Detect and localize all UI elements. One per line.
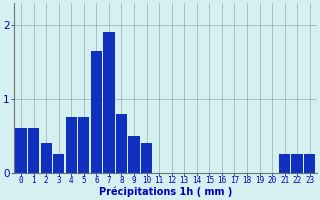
X-axis label: Précipitations 1h ( mm ): Précipitations 1h ( mm ) xyxy=(99,187,232,197)
Bar xyxy=(15,128,27,173)
Bar xyxy=(116,114,127,173)
Bar xyxy=(292,154,303,173)
Bar xyxy=(78,117,90,173)
Bar xyxy=(66,117,77,173)
Bar xyxy=(41,143,52,173)
Bar xyxy=(103,32,115,173)
Bar xyxy=(141,143,152,173)
Bar xyxy=(279,154,290,173)
Bar xyxy=(53,154,64,173)
Bar xyxy=(28,128,39,173)
Bar xyxy=(128,136,140,173)
Bar xyxy=(91,51,102,173)
Bar xyxy=(304,154,315,173)
